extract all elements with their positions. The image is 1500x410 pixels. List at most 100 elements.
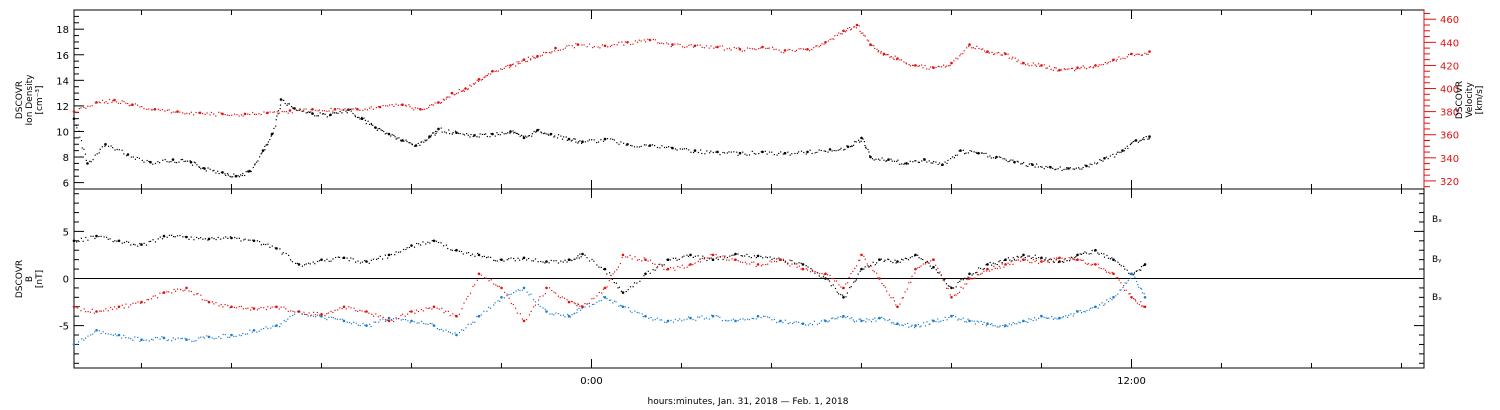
data-dot	[836, 280, 838, 282]
data-dot	[928, 262, 930, 264]
data-dot	[1127, 147, 1129, 150]
data-dot	[1007, 257, 1009, 259]
data-dot	[161, 109, 164, 111]
data-dot	[1120, 265, 1122, 267]
data-dot	[985, 52, 987, 54]
data-dot	[364, 311, 366, 313]
data-dot	[278, 112, 280, 114]
data-dot	[411, 143, 413, 145]
data-dot	[654, 39, 657, 41]
data-dot	[816, 323, 819, 325]
data-point	[500, 296, 503, 299]
data-dot	[1103, 304, 1105, 306]
data-dot	[960, 279, 962, 281]
data-dot	[873, 271, 875, 273]
data-dot	[960, 319, 962, 321]
data-dot	[432, 132, 434, 134]
data-dot	[884, 286, 886, 288]
data-dot	[1056, 257, 1058, 259]
data-dot	[828, 280, 831, 282]
data-dot	[427, 323, 429, 325]
data-dot	[654, 263, 656, 265]
data-dot	[227, 237, 229, 239]
data-dot	[433, 132, 435, 134]
data-dot	[1115, 60, 1117, 62]
data-dot	[592, 47, 594, 49]
data-dot	[478, 136, 480, 138]
data-point	[162, 336, 166, 340]
data-point	[522, 256, 526, 260]
data-dot	[184, 337, 186, 339]
data-dot	[494, 135, 496, 137]
data-point	[140, 243, 143, 246]
data-point	[266, 111, 269, 115]
data-dot	[480, 79, 482, 81]
data-dot	[591, 298, 593, 300]
data-dot	[562, 48, 564, 50]
data-dot	[265, 243, 267, 246]
data-dot	[672, 267, 675, 269]
data-dot	[751, 317, 753, 319]
data-dot	[1070, 67, 1072, 69]
data-dot	[367, 120, 369, 122]
data-dot	[708, 47, 710, 49]
data-dot	[1120, 151, 1122, 153]
data-dot	[682, 46, 684, 48]
data-dot	[533, 306, 535, 308]
data-dot	[503, 67, 505, 69]
data-dot	[330, 310, 332, 312]
data-dot	[383, 130, 385, 133]
data-point	[545, 310, 548, 313]
data-dot	[508, 294, 510, 296]
data-dot	[998, 52, 1000, 54]
data-dot	[368, 312, 370, 314]
data-dot	[914, 272, 916, 274]
data-dot	[899, 261, 901, 263]
data-dot	[809, 271, 812, 273]
data-dot	[305, 108, 307, 110]
data-dot	[531, 135, 533, 137]
data-dot	[89, 311, 91, 313]
data-dot	[627, 289, 629, 291]
data-dot	[425, 323, 427, 325]
data-dot	[445, 244, 447, 246]
data-dot	[944, 278, 946, 281]
data-dot	[768, 151, 771, 153]
data-dot	[1118, 56, 1120, 58]
data-dot	[820, 320, 823, 322]
data-dot	[877, 51, 879, 53]
data-dot	[528, 294, 530, 296]
data-dot	[233, 335, 235, 337]
data-dot	[706, 257, 708, 259]
data-dot	[1075, 167, 1077, 169]
data-point	[549, 132, 553, 136]
data-dot	[430, 136, 432, 138]
data-dot	[893, 58, 895, 61]
data-dot	[753, 261, 755, 263]
data-dot	[796, 266, 798, 268]
data-dot	[918, 65, 920, 67]
y-right-tick-label: 440	[1440, 38, 1459, 49]
data-dot	[1109, 155, 1111, 157]
data-dot	[703, 258, 705, 260]
data-dot	[275, 125, 277, 127]
data-dot	[357, 260, 359, 262]
data-dot	[174, 111, 176, 113]
data-dot	[618, 143, 620, 145]
data-point	[878, 316, 881, 320]
data-dot	[704, 153, 706, 155]
data-dot	[178, 161, 180, 163]
data-dot	[1128, 293, 1130, 295]
data-dot	[469, 84, 471, 86]
data-dot	[359, 118, 361, 120]
data-dot	[213, 303, 215, 305]
data-dot	[1134, 276, 1136, 278]
data-dot	[881, 316, 883, 318]
data-dot	[877, 277, 879, 279]
data-dot	[483, 255, 485, 257]
data-dot	[1014, 323, 1016, 325]
data-dot	[1055, 67, 1057, 69]
data-point	[1112, 272, 1115, 276]
data-dot	[1100, 64, 1102, 66]
data-dot	[237, 175, 239, 177]
